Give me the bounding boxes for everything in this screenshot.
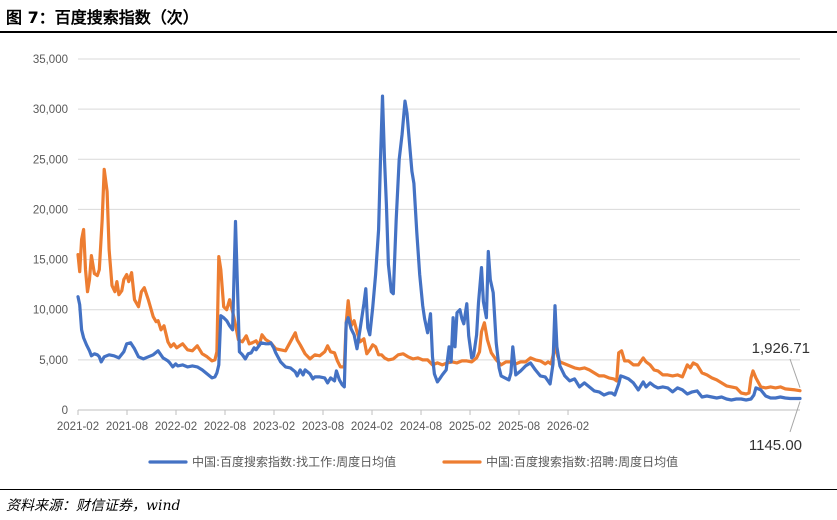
annotation-leader-blue xyxy=(789,401,801,433)
annotation-blue-last-value: 1145.00 xyxy=(749,437,802,454)
y-tick-label: 5,000 xyxy=(39,355,68,367)
source-note: 资料来源：财信证券，wind xyxy=(6,498,181,514)
series-line-zhaopin xyxy=(76,167,802,396)
series-lines xyxy=(76,94,802,402)
y-tick-label: 10,000 xyxy=(33,305,68,317)
source-rule xyxy=(0,489,837,490)
x-tick-label: 2024-08 xyxy=(400,421,442,433)
y-tick-label: 0 xyxy=(62,405,68,417)
x-tick-label: 2024-02 xyxy=(351,421,393,433)
annotations: 1,926.71 1145.00 xyxy=(749,340,810,454)
x-tick-label: 2021-02 xyxy=(57,421,99,433)
series-line-zhaogongzuo xyxy=(76,94,802,402)
y-axis-ticks: 0 5,000 10,000 15,000 20,000 25,000 30,000 35,0… xyxy=(33,54,68,417)
y-tick-label: 30,000 xyxy=(33,104,68,116)
annotation-orange-last-value: 1,926.71 xyxy=(752,340,810,357)
y-tick-label: 20,000 xyxy=(33,204,68,216)
x-tick-label: 2023-08 xyxy=(302,421,344,433)
y-tick-label: 35,000 xyxy=(33,54,68,66)
x-tick-label: 2022-02 xyxy=(155,421,197,433)
annotation-leader-orange xyxy=(789,358,801,388)
grid-lines xyxy=(78,58,800,361)
legend: 中国:百度搜索指数:找工作:周度日均值 中国:百度搜索指数:招聘:周度日均值 xyxy=(148,454,678,469)
x-tick-label: 2021-08 xyxy=(106,421,148,433)
x-tick-label: 2025-08 xyxy=(498,421,540,433)
figure-title: 图 7：百度搜索指数（次） xyxy=(6,8,199,27)
x-tick-label: 2025-02 xyxy=(449,421,491,433)
title-rule xyxy=(0,31,837,33)
legend-label-zhaopin: 中国:百度搜索指数:招聘:周度日均值 xyxy=(486,454,678,469)
legend-label-zhaogongzuo: 中国:百度搜索指数:找工作:周度日均值 xyxy=(192,454,396,469)
x-axis-ticks: 2021-02 2021-08 2022-02 2022-08 2023-02 2023-… xyxy=(57,410,589,433)
line-chart: 0 5,000 10,000 15,000 20,000 25,000 30,000 35,0… xyxy=(33,54,810,469)
y-tick-label: 15,000 xyxy=(33,255,68,267)
x-tick-label: 2023-02 xyxy=(253,421,295,433)
x-tick-label: 2026-02 xyxy=(547,421,589,433)
y-tick-label: 25,000 xyxy=(33,154,68,166)
x-tick-label: 2022-08 xyxy=(204,421,246,433)
